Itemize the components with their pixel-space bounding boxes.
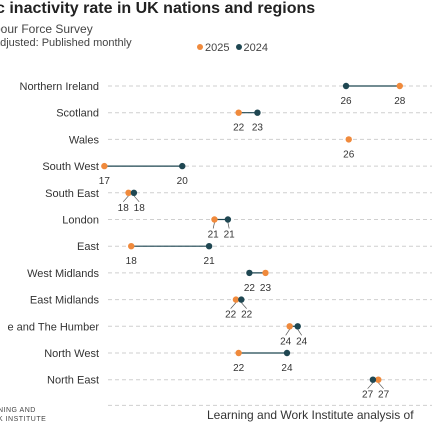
- logo-line-2: K INSTITUTE: [0, 416, 47, 423]
- value-label-2025: 18: [118, 203, 130, 214]
- value-label-2024: 24: [296, 336, 308, 347]
- category-label: North East: [47, 375, 99, 387]
- value-label-2025: 22: [225, 310, 237, 321]
- value-label-2025: 28: [394, 96, 406, 107]
- category-label: East Midlands: [30, 295, 100, 307]
- value-label-2025: 24: [280, 336, 292, 347]
- category-label: Scotland: [56, 108, 99, 120]
- value-label-2025: 23: [260, 283, 272, 294]
- chart-subtitle: bour Force Survey: [0, 22, 93, 36]
- label-leader: [285, 329, 290, 336]
- point-2025: [396, 82, 403, 90]
- point-2025: [211, 216, 218, 223]
- point-2024: [254, 109, 261, 116]
- point-2025: [101, 162, 108, 170]
- category-label: East: [77, 241, 99, 253]
- category-label: London: [62, 215, 99, 227]
- label-leader: [212, 222, 215, 229]
- institute-logo: NING AND K INSTITUTE: [0, 406, 46, 424]
- value-label-2025: 27: [378, 390, 390, 401]
- point-2025: [286, 323, 293, 330]
- label-leader: [241, 302, 247, 309]
- logo-line-1: NING AND: [0, 407, 36, 414]
- point-2024: [205, 243, 213, 250]
- category-label: West Midlands: [27, 268, 99, 280]
- point-2025: [345, 136, 352, 143]
- label-leader: [133, 195, 140, 203]
- legend-item-2024: 2024: [235, 42, 269, 54]
- chart-title: c inactivity rate in UK nations and regi…: [0, 0, 316, 17]
- point-2025: [128, 243, 135, 250]
- point-2025: [235, 109, 242, 116]
- legend-dot-2024: [235, 44, 242, 51]
- value-label-2024: 22: [241, 310, 253, 321]
- point-2024: [342, 82, 350, 90]
- label-leader: [230, 302, 237, 309]
- value-label-2025: 22: [233, 363, 245, 374]
- legend-item-2025: 2025: [197, 42, 233, 54]
- value-label-2024: 26: [341, 96, 353, 107]
- value-label-2024: 20: [177, 176, 189, 187]
- value-label-2025: 26: [343, 149, 355, 160]
- point-2025: [235, 349, 242, 357]
- label-leader: [227, 222, 230, 229]
- source-note: Learning and Work Institute analysis of: [207, 408, 414, 422]
- label-leader: [122, 195, 129, 203]
- point-2024: [369, 376, 377, 383]
- label-leader: [367, 382, 374, 389]
- legend-dot-2025: [197, 44, 203, 51]
- category-label: North West: [44, 348, 99, 360]
- value-label-2024: 21: [224, 230, 236, 241]
- value-label-2024: 21: [204, 256, 216, 267]
- category-label: South West: [42, 161, 99, 173]
- point-2024: [246, 269, 253, 277]
- value-label-2024: 24: [281, 363, 293, 374]
- point-2025: [262, 269, 269, 277]
- point-2024: [238, 296, 245, 303]
- point-2024: [294, 323, 301, 330]
- legend-label-2024: 2024: [243, 42, 269, 54]
- category-label: e and The Humber: [7, 321, 99, 333]
- label-leader: [297, 329, 302, 336]
- value-label-2025: 22: [233, 123, 245, 134]
- point-2025: [375, 376, 382, 383]
- point-2025: [232, 296, 240, 303]
- legend: 2025 2024: [197, 42, 271, 54]
- category-label: Wales: [69, 134, 100, 146]
- category-label: South East: [45, 188, 99, 200]
- label-leader: [378, 382, 384, 389]
- value-label-2025: 21: [208, 230, 220, 241]
- point-2025: [125, 189, 132, 196]
- value-label-2025: 18: [126, 256, 138, 267]
- point-2024: [224, 216, 232, 223]
- legend-label-2025: 2025: [205, 42, 230, 54]
- value-label-2024: 27: [362, 390, 374, 401]
- point-2024: [283, 349, 291, 357]
- value-label-2024: 23: [252, 123, 264, 134]
- category-label: Northern Ireland: [20, 81, 100, 93]
- chart-note: adjusted: Published monthly: [0, 37, 132, 49]
- value-label-2024: 18: [134, 203, 146, 214]
- value-label-2024: 22: [244, 283, 256, 294]
- point-2024: [179, 162, 186, 170]
- point-2024: [130, 189, 138, 196]
- value-label-2025: 17: [99, 176, 111, 187]
